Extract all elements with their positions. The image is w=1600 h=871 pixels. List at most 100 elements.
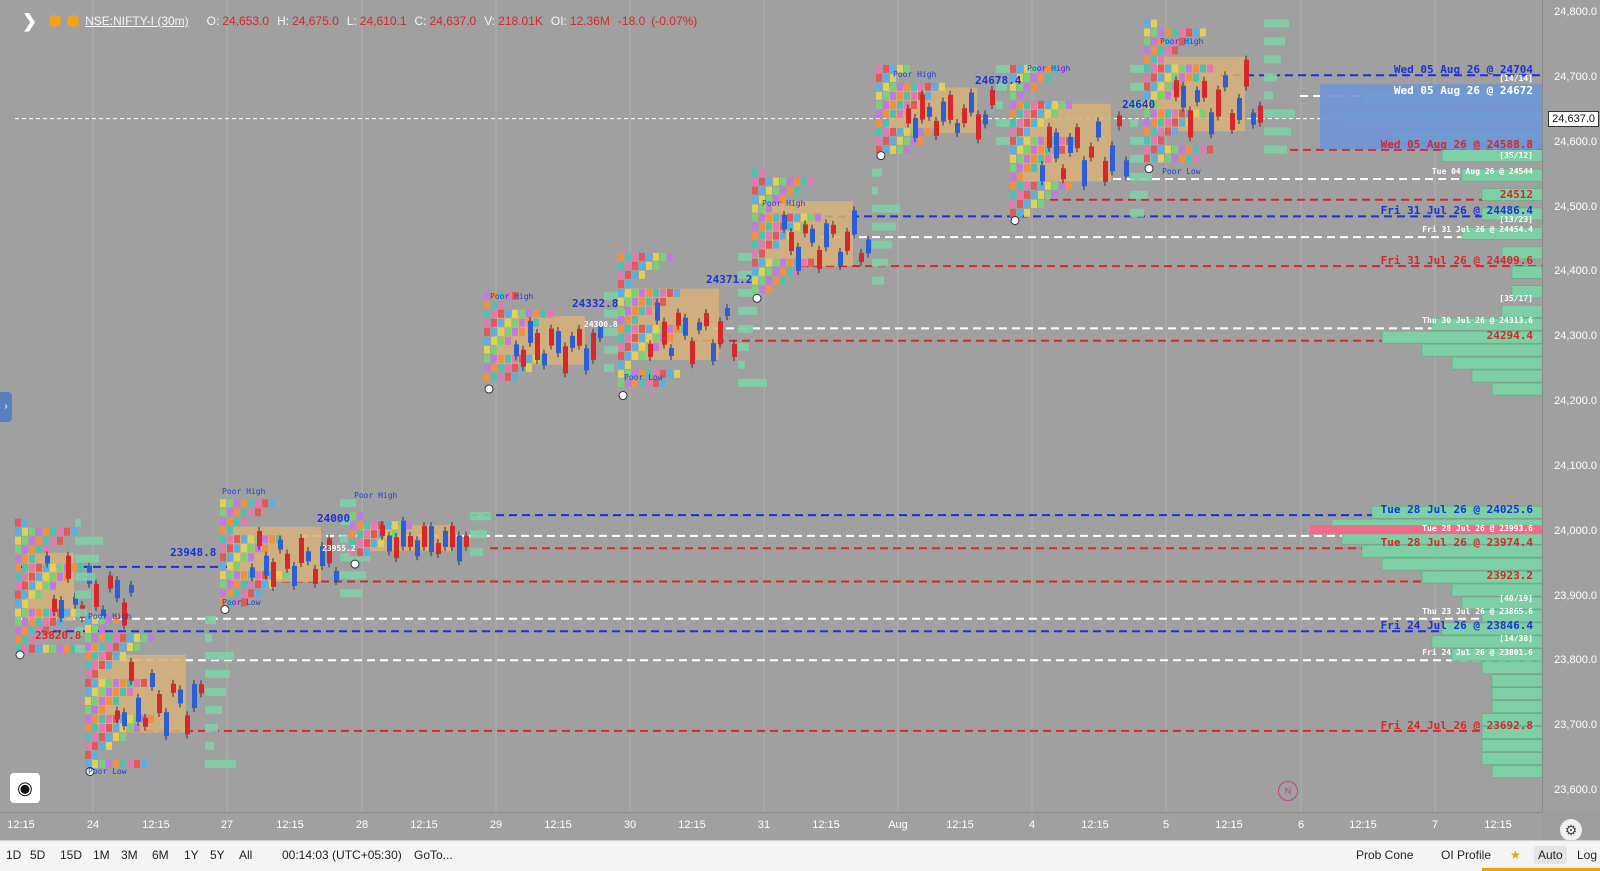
prob-cone-button[interactable]: Prob Cone [1356,848,1414,862]
candle [136,697,141,722]
tpo-block [618,369,624,378]
tpo-block [15,626,21,635]
time-scale[interactable]: 12:15 24 12:15 27 12:15 28 12:15 29 12:15 30 12:15… [0,812,1542,841]
range-all[interactable]: All [239,848,253,862]
candle [549,328,554,346]
candle [1209,112,1214,135]
candle [157,694,162,714]
tpo-block [92,642,98,651]
tpo-block [43,581,49,590]
range-5y[interactable]: 5Y [210,848,225,862]
tpo-block [36,608,42,617]
tpo-block [1010,82,1016,91]
candle [1174,80,1179,98]
range-6m[interactable]: 6M [152,848,169,862]
candle [584,348,589,371]
tpo-block [1186,37,1192,46]
tpo-block [85,741,91,750]
close-label: C: [414,14,427,28]
star-icon[interactable]: ★ [1510,848,1521,862]
goto-button[interactable]: GoTo... [414,848,453,862]
tpo-block [50,527,56,536]
tpo-block [794,177,800,186]
tpo-block [1031,100,1037,109]
tpo-block [1010,190,1016,199]
range-1m[interactable]: 1M [93,848,110,862]
session-profile-bar [604,363,614,372]
auto-scale-button[interactable]: Auto [1534,846,1567,864]
oi-profile-button[interactable]: OI Profile [1441,848,1492,862]
tpo-block [618,288,624,297]
tpo-block [85,624,91,633]
level-label: [35/17] [1499,294,1533,304]
session-profile-bar [1130,208,1144,217]
candle [528,320,533,343]
candle [327,538,332,564]
candle [115,710,120,720]
time-tick: 12:15 [276,819,304,831]
price-scale[interactable]: 24,800.0 24,700.0 24,600.0 24,500.0 24,400.0… [1542,0,1600,812]
range-3m[interactable]: 3M [121,848,138,862]
tpo-block [1010,127,1016,136]
chevron-right-icon[interactable]: ❯ [22,10,38,31]
profile-bar [1431,317,1542,331]
tpo-block [787,258,793,267]
poor-low-label: Poor Low [222,598,261,607]
candle [824,223,829,248]
open-marker [618,391,628,401]
side-panel-handle[interactable]: › [0,392,12,422]
tpo-block [227,589,233,598]
range-5d[interactable]: 5D [30,848,46,862]
tpo-block [234,535,240,544]
tpo-block [653,333,659,342]
log-scale-button[interactable]: Log [1577,848,1598,862]
level-label: Fri 31 Jul 26 @ 24454.4 [1422,225,1533,235]
tpo-block [50,617,56,626]
tpo-block [255,544,261,553]
tpo-block [897,82,903,91]
clock-display[interactable]: 00:14:03 (UTC+05:30) [282,848,402,862]
price-tick: 23,600.0 [1554,784,1597,796]
tpo-block [1059,64,1065,73]
candle [122,602,127,626]
candle [1202,80,1207,98]
range-1y[interactable]: 1Y [184,848,199,862]
time-tick: 12:15 [678,819,706,831]
range-1d[interactable]: 1D [6,848,22,862]
tpo-block [22,545,28,554]
event-marker-icon[interactable]: N [1278,781,1298,801]
tpo-block [350,548,356,557]
gear-icon[interactable]: ⚙ [1560,819,1582,841]
tpo-block [220,499,226,508]
level-label: Fri 24 Jul 26 @ 23801.6 [1422,648,1533,658]
tpo-block [1165,37,1171,46]
tpo-block [646,261,652,270]
candle [185,715,190,735]
tpo-block [255,580,261,589]
tpo-block [794,213,800,222]
tpo-block [766,186,772,195]
tpo-block [1151,82,1157,91]
tpo-block [227,580,233,589]
symbol-name[interactable]: NSE:NIFTY-I (30m) [85,14,189,28]
tpo-block [646,306,652,315]
time-tick: 12:15 [1349,819,1377,831]
tpo-block [1151,154,1157,163]
chart-canvas[interactable] [0,0,1542,812]
tpo-block [15,554,21,563]
tpo-block [1151,64,1157,73]
chart-area[interactable]: ❯ NSE:NIFTY-I (30m) O: 24,653.0 H: 24,675.… [0,0,1542,812]
tpo-block [1038,154,1044,163]
tpo-block [227,544,233,553]
tpo-block [484,291,490,300]
candle [676,312,681,326]
candle [941,101,946,122]
tpo-block [106,687,112,696]
tpo-block [120,732,126,741]
open-marker [1010,215,1020,225]
session-profile-bar [872,222,896,231]
value-annotation: 24371.2 [706,273,753,286]
range-15d[interactable]: 15D [60,848,83,862]
session-profile-bar [738,342,749,351]
tpo-block [1038,199,1044,208]
